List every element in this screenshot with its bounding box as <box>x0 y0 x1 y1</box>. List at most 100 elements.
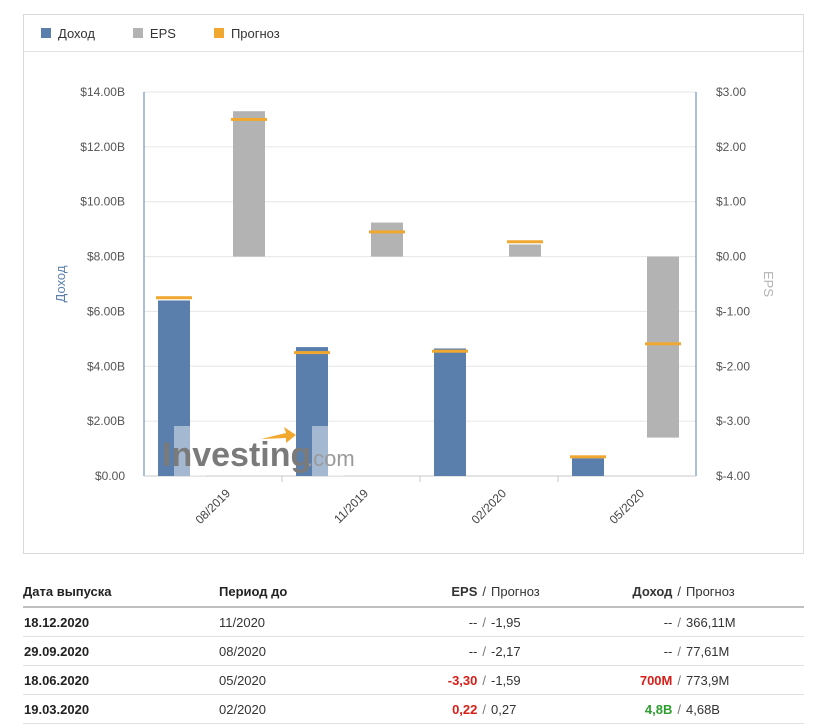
eps-forecast-mark <box>369 230 405 234</box>
right-tick-label: $2.00 <box>716 140 746 154</box>
right-tick-label: $0.00 <box>716 250 746 264</box>
right-tick-label: $-1.00 <box>716 304 750 318</box>
table-body: 18.12.2020 11/2020 -- / -1,95 --/366,11M 29.09… <box>23 608 804 724</box>
x-tick-label: 05/2020 <box>607 486 648 527</box>
logo-overlay <box>312 426 344 476</box>
right-tick-label: $-4.00 <box>716 469 750 483</box>
revenue-forecast-mark <box>294 351 330 355</box>
header-date: Дата выпуска <box>23 583 112 599</box>
row-date: 29.09.2020 <box>24 643 90 659</box>
revenue-forecast-mark <box>570 455 606 459</box>
row-eps: -- <box>468 643 478 659</box>
row-eps-cell: -- / -2,17 <box>369 644 543 659</box>
row-period: 08/2020 <box>219 643 266 659</box>
revenue-forecast-mark <box>156 296 192 300</box>
logo-arrow-icon <box>261 427 296 443</box>
row-revenue-forecast: 77,61M <box>686 643 730 659</box>
row-eps-forecast: -1,95 <box>491 614 521 630</box>
legend-label-eps: EPS <box>149 25 176 41</box>
legend-item-forecast[interactable]: Прогноз <box>213 25 280 41</box>
right-tick-label: $3.00 <box>716 85 746 99</box>
revenue-bar <box>572 458 604 476</box>
eps-forecast-mark <box>645 342 681 346</box>
eps-swatch-icon <box>132 28 143 38</box>
row-revenue-forecast: 773,9M <box>686 672 730 688</box>
header-rev-group: Доход / Прогноз <box>543 584 804 599</box>
row-rev-sep: / <box>677 643 681 659</box>
revenue-forecast-mark <box>432 349 468 353</box>
row-rev-cell: 700M/ 773,9M <box>543 673 804 688</box>
row-period: 05/2020 <box>219 672 266 688</box>
left-tick-label: $0.00 <box>95 469 125 483</box>
left-tick-label: $12.00B <box>80 140 125 154</box>
row-date: 19.03.2020 <box>24 701 90 717</box>
header-rev-forecast: Прогноз <box>686 583 735 599</box>
table-row: 19.03.2020 02/2020 0,22/0,27 4,8B/4,68B <box>23 695 804 724</box>
legend-item-revenue[interactable]: Доход <box>41 26 95 41</box>
header-eps-forecast: Прогноз <box>491 583 540 599</box>
row-eps-sep: / <box>482 672 486 688</box>
table-row: 29.09.2020 08/2020 -- / -2,17 --/77,61M <box>23 637 804 666</box>
x-tick-label: 11/2019 <box>331 486 371 526</box>
row-eps-forecast: -2,17 <box>491 643 521 659</box>
eps-forecast-mark <box>231 117 267 121</box>
row-rev-cell: --/ 366,11M <box>543 615 804 630</box>
legend-item-eps[interactable]: EPS <box>132 25 176 41</box>
logo-overlay <box>174 426 206 476</box>
eps-bar <box>233 111 265 257</box>
logo-suffix: .com <box>307 446 355 471</box>
header-period: Период до <box>219 583 288 599</box>
earnings-chart-panel: Доход EPS Прогноз $0.00 $2.00B $4.00B $6.00… <box>23 14 804 554</box>
row-rev-cell: --/ 77,61M <box>543 644 804 659</box>
revenue-bar <box>434 348 466 476</box>
row-rev-sep: / <box>677 672 681 688</box>
header-eps-group: EPS / Прогноз <box>369 584 543 599</box>
row-rev-sep: / <box>677 701 681 717</box>
chart-legend: Доход EPS Прогноз <box>24 15 803 52</box>
right-tick-label: $-2.00 <box>716 359 750 373</box>
row-rev-cell: 4,8B/ 4,68B <box>543 702 804 717</box>
right-tick-label: $-3.00 <box>716 414 750 428</box>
left-axis-title: Доход <box>53 265 68 302</box>
eps-forecast-mark <box>507 240 543 244</box>
revenue-bar <box>296 347 328 476</box>
earnings-bar-chart: $0.00 $2.00B $4.00B $6.00B $8.00B $10.00B $12.… <box>53 85 776 527</box>
eps-bar <box>371 222 403 257</box>
row-eps-cell: 0,22/ 0,27 <box>369 702 543 717</box>
row-eps-sep: / <box>482 614 486 630</box>
legend-label-forecast: Прогноз <box>230 25 280 41</box>
row-eps-sep: / <box>482 701 486 717</box>
x-tick-label: 08/2019 <box>193 486 234 527</box>
row-date: 18.12.2020 <box>24 614 90 630</box>
eps-bar <box>509 244 541 257</box>
header-rev-sep: / <box>677 583 681 599</box>
row-revenue-forecast: 4,68B <box>686 701 720 717</box>
left-tick-label: $4.00B <box>87 359 125 373</box>
investing-logo: Investing.com <box>162 426 355 476</box>
eps-bar <box>647 256 679 438</box>
row-date: 18.06.2020 <box>24 672 90 688</box>
left-tick-label: $14.00B <box>80 85 125 99</box>
forecast-swatch-icon <box>213 28 224 38</box>
left-tick-label: $10.00B <box>80 195 125 209</box>
left-tick-label: $6.00B <box>87 304 125 318</box>
right-axis-title: EPS <box>761 271 776 297</box>
row-eps: -3,30 <box>447 672 478 688</box>
row-revenue: 700M <box>639 672 673 688</box>
row-revenue: -- <box>663 614 673 630</box>
row-eps: -- <box>468 614 478 630</box>
row-period: 11/2020 <box>219 614 266 630</box>
row-period: 02/2020 <box>219 701 266 717</box>
row-eps-cell: -- / -1,95 <box>369 615 543 630</box>
row-revenue: -- <box>663 643 673 659</box>
table-row: 18.06.2020 05/2020 -3,30/-1,59 700M/773,9M <box>23 666 804 695</box>
row-eps: 0,22 <box>452 701 478 717</box>
left-tick-label: $2.00B <box>87 414 125 428</box>
right-tick-label: $1.00 <box>716 195 746 209</box>
logo-brand: Investing <box>162 436 311 474</box>
earnings-table: Дата выпуска Период до EPS / Прогноз Доход… <box>23 576 804 724</box>
x-tick-label: 02/2020 <box>469 486 510 527</box>
row-eps-forecast: 0,27 <box>491 701 517 717</box>
legend-label-revenue: Доход <box>58 25 95 41</box>
revenue-swatch-icon <box>41 28 51 38</box>
